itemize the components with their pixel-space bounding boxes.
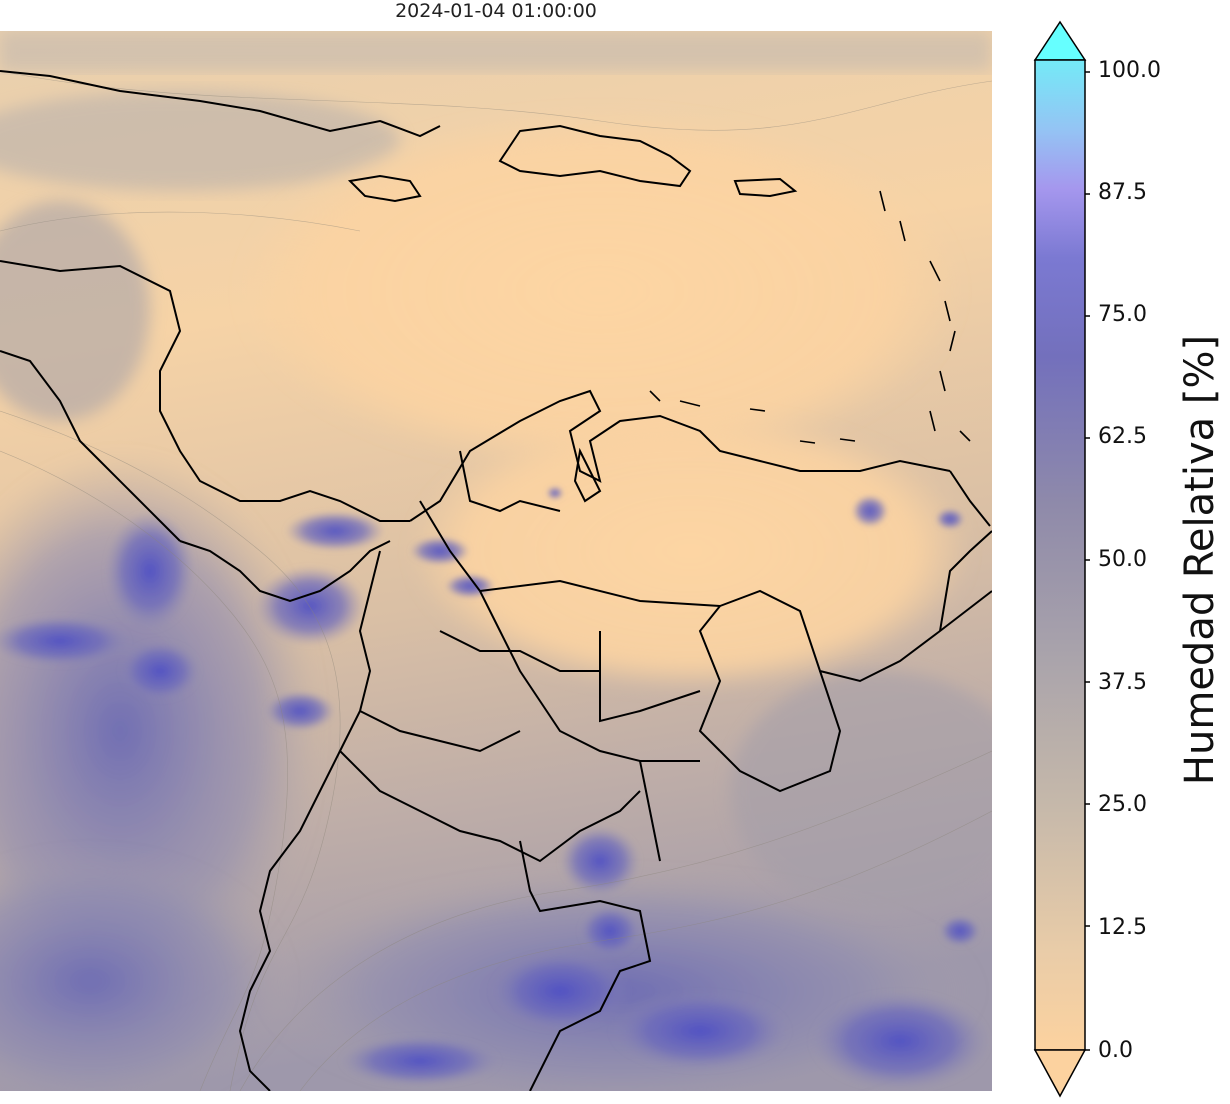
colorbar-tick-label: 50.0 (1098, 547, 1147, 572)
colorbar (1030, 20, 1092, 1100)
humid-patches (0, 487, 990, 1091)
map-title: 2024-01-04 01:00:00 (395, 0, 597, 22)
humidity-map (0, 31, 992, 1091)
colorbar-tick-label: 75.0 (1098, 302, 1147, 327)
colorbar-tick-label: 87.5 (1098, 180, 1147, 205)
colorbar-label: Humedad Relativa [%] (1177, 334, 1223, 786)
country-borders (0, 70, 992, 1091)
colorbar-tick-label: 62.5 (1098, 424, 1147, 449)
colorbar-tick-label: 100.0 (1098, 58, 1161, 83)
contour-lines (0, 70, 992, 1091)
colorbar-extend-max (1033, 20, 1087, 61)
colorbar-tick-label: 25.0 (1098, 792, 1147, 817)
colorbar-tick-label: 12.5 (1098, 915, 1147, 940)
lesser-antilles (649, 190, 971, 444)
colorbar-tick-label: 0.0 (1098, 1038, 1133, 1063)
colorbar-tick-label: 37.5 (1098, 670, 1147, 695)
colorbar-extend-min (1033, 1049, 1087, 1098)
